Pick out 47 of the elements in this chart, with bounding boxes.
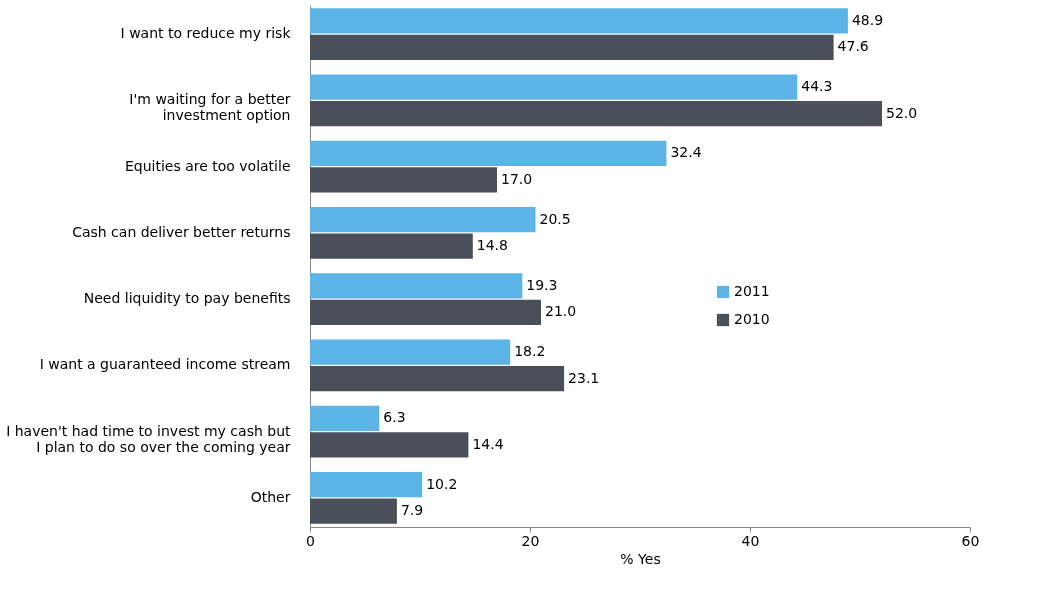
x-tick-label: 60 <box>961 532 980 549</box>
data-label: 7.9 <box>400 502 424 519</box>
data-label: 20.5 <box>539 210 571 227</box>
bar <box>310 233 473 259</box>
y-tick-label: Cash can deliver better returns <box>72 223 291 240</box>
bar <box>310 167 497 193</box>
y-tick-label: Other <box>250 488 291 505</box>
bar <box>310 8 848 34</box>
bar <box>310 101 882 127</box>
data-label: 10.2 <box>426 475 458 492</box>
data-label: 52.0 <box>886 104 918 121</box>
bar <box>310 207 536 233</box>
bar <box>310 498 397 524</box>
legend-label: 2010 <box>734 311 770 327</box>
data-label: 14.8 <box>476 237 508 254</box>
bar <box>310 405 380 431</box>
legend-label: 2011 <box>734 283 770 299</box>
bar <box>310 74 798 100</box>
data-label: 23.1 <box>568 369 600 386</box>
data-label: 17.0 <box>501 170 533 187</box>
y-tick-label: I'm waiting for a better investment option <box>129 91 291 124</box>
data-label: 14.4 <box>472 435 504 452</box>
data-label: 18.2 <box>514 343 546 360</box>
bar <box>310 472 423 498</box>
y-tick-label: Equities are too volatile <box>124 157 291 174</box>
bar <box>310 432 469 458</box>
data-label: 47.6 <box>837 38 869 55</box>
data-label: 6.3 <box>383 409 406 426</box>
x-tick-label: 40 <box>741 532 760 549</box>
bar <box>310 366 565 392</box>
bar <box>310 34 834 60</box>
bar <box>310 339 511 365</box>
y-tick-label: I want a guaranteed income stream <box>39 356 291 373</box>
y-tick-label: I haven't had time to invest my cash but I plan to do so over the coming year <box>6 422 292 455</box>
data-label: 32.4 <box>670 144 702 161</box>
data-label: 44.3 <box>801 78 833 95</box>
y-tick-label: Need liquidity to pay benefits <box>83 290 291 307</box>
bar <box>310 273 523 299</box>
y-tick-label: I want to reduce my risk <box>120 25 292 42</box>
x-tick-label: 20 <box>521 532 540 549</box>
data-label: 19.3 <box>526 276 558 293</box>
x-tick-label: 0 <box>306 532 315 549</box>
data-label: 21.0 <box>545 303 577 320</box>
x-axis-title: % Yes <box>620 550 661 567</box>
bar <box>310 299 541 325</box>
bar <box>310 140 667 166</box>
data-label: 48.9 <box>851 11 884 28</box>
